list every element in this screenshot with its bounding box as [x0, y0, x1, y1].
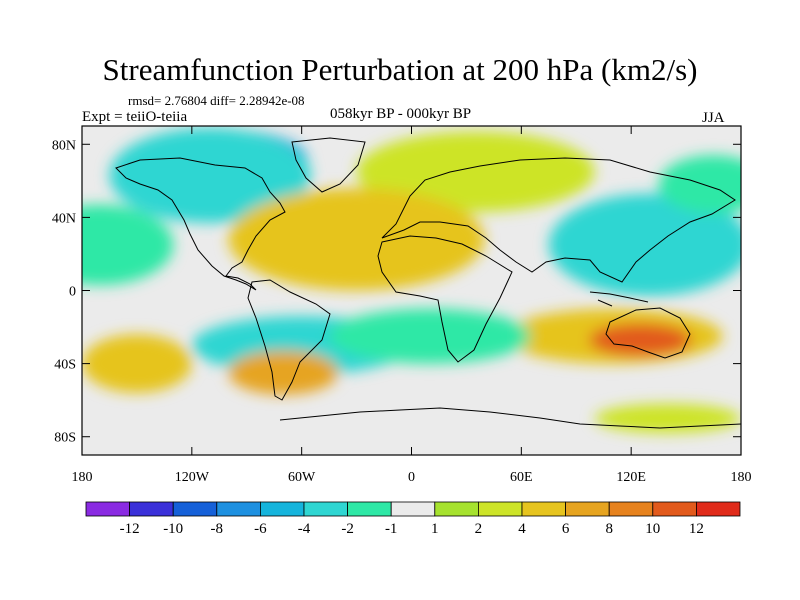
- colorbar-label: 1: [431, 521, 439, 537]
- coast-europe-asia: [381, 157, 736, 283]
- colorbar-swatch: [129, 501, 174, 517]
- experiment-label: Expt = teiiO-teiia: [82, 109, 188, 125]
- colorbar-label: -8: [211, 521, 224, 537]
- field-blob-australia-high-core: [589, 323, 692, 357]
- lon-tick-label: 120W: [175, 470, 210, 485]
- field-blob-north-america-low: [109, 127, 311, 223]
- field-blob-eurasia-high: [356, 131, 595, 212]
- colorbar: -12 -10 -8 -6 -4 -2 -1 1 2 4 6 8 10 12: [85, 501, 741, 537]
- colorbar-swatch: [172, 501, 218, 517]
- lon-tick-label: 60W: [288, 470, 316, 485]
- colorbar-swatch: [652, 501, 697, 517]
- field-blob-south-pacific-high: [82, 334, 192, 393]
- field-blob-patagonia-high: [228, 350, 339, 395]
- colorbar-label: 8: [605, 521, 613, 537]
- coastlines: [115, 137, 741, 429]
- field-blob-south-atlantic-low: [329, 308, 531, 364]
- colorbar-label: -6: [254, 521, 267, 537]
- colorbar-swatch: [85, 501, 130, 517]
- colorbar-swatch: [521, 501, 566, 517]
- coast-antarctica: [279, 407, 741, 429]
- colorbar-swatch: [259, 501, 305, 517]
- colorbar-swatch: [608, 501, 654, 517]
- period-label: 058kyr BP - 000kyr BP: [330, 106, 472, 122]
- field-blob-bering-low: [658, 155, 741, 214]
- coast-africa: [377, 235, 513, 363]
- lat-tick-label: 80N: [52, 138, 76, 153]
- colorbar-swatch: [477, 501, 523, 517]
- field-blob-antarctic-band: [594, 403, 741, 434]
- lon-tick-label: 120E: [616, 470, 646, 485]
- colorbar-label: -12: [120, 521, 140, 537]
- lon-tick-label: 0: [408, 470, 415, 485]
- colorbar-swatch: [303, 501, 348, 517]
- map-plot-area: [82, 126, 741, 455]
- colorbar-label: -1: [385, 521, 398, 537]
- colorbar-swatch: [696, 501, 741, 517]
- colorbar-swatch: [347, 501, 392, 517]
- streamfunction-field: [82, 127, 741, 434]
- longitude-axis: 180 120W 60W 0 60E 120E 180: [72, 126, 752, 485]
- lon-tick-label: 180: [731, 470, 752, 485]
- colorbar-swatch: [216, 501, 261, 517]
- colorbar-label: 4: [518, 521, 526, 537]
- colorbar-label: -2: [341, 521, 354, 537]
- coast-south-america: [247, 279, 331, 401]
- field-blob-atlantic-high: [228, 188, 485, 291]
- lon-tick-label: 60E: [510, 470, 533, 485]
- colorbar-swatch: [390, 501, 436, 517]
- colorbar-label: 6: [562, 521, 570, 537]
- colorbar-swatch: [434, 501, 479, 517]
- lat-tick-label: 40S: [54, 358, 76, 373]
- colorbar-label: 12: [689, 521, 704, 537]
- lat-tick-label: 0: [69, 285, 76, 300]
- season-label: JJA: [702, 110, 725, 126]
- lat-tick-label: 40N: [52, 211, 76, 226]
- colorbar-label: 2: [475, 521, 483, 537]
- coast-north-america: [115, 157, 286, 291]
- coast-indonesia: [589, 291, 649, 307]
- colorbar-label: -10: [163, 521, 183, 537]
- colorbar-swatch: [565, 501, 610, 517]
- coast-australia: [605, 307, 691, 359]
- latitude-axis: 80N 40N 0 40S 80S: [52, 138, 741, 446]
- lon-tick-label: 180: [72, 470, 93, 485]
- colorbar-label: -4: [298, 521, 311, 537]
- field-blob-central-pacific-low: [82, 204, 174, 286]
- stats-label: rmsd= 2.76804 diff= 2.28942e-08: [128, 93, 305, 108]
- lat-tick-label: 80S: [54, 431, 76, 446]
- colorbar-label: 10: [645, 521, 660, 537]
- coast-greenland: [291, 137, 366, 193]
- field-blob-pacific-low: [548, 193, 741, 296]
- page-title: Streamfunction Perturbation at 200 hPa (…: [102, 52, 698, 87]
